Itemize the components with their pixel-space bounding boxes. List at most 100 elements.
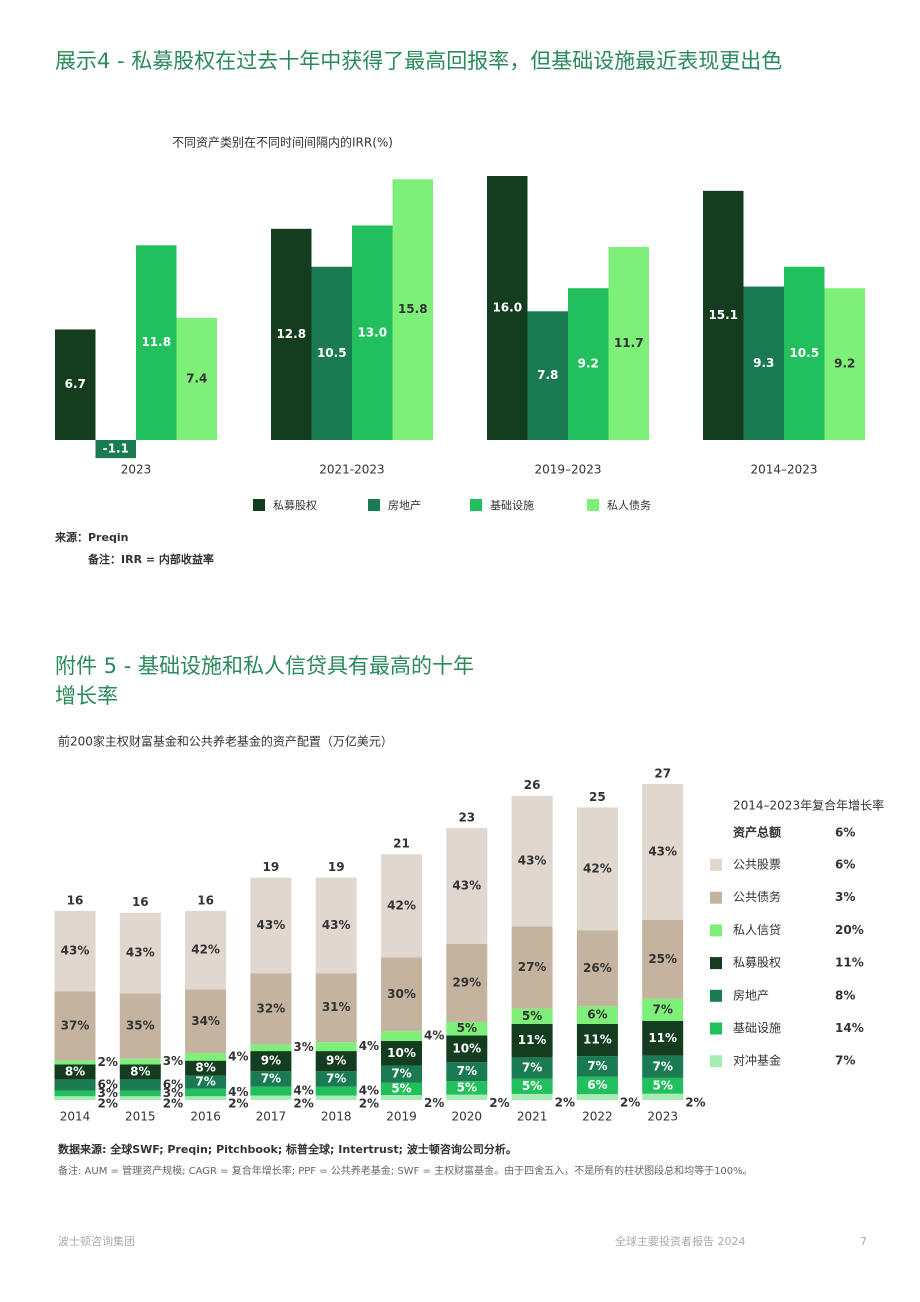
- bar: [487, 176, 528, 440]
- value-label: 29%: [452, 975, 481, 989]
- value-label: 7%: [261, 1071, 281, 1085]
- x-tick-label: 2016: [190, 1110, 221, 1124]
- cagr-value: 7%: [835, 1054, 855, 1068]
- value-label: 4%: [424, 1029, 444, 1043]
- x-tick-label: 2023: [121, 463, 152, 477]
- bar-segment: [250, 1071, 292, 1087]
- bar: [743, 286, 784, 440]
- value-label: 43%: [257, 918, 286, 932]
- total-label: 21: [393, 837, 410, 851]
- legend-swatch: [710, 1022, 722, 1035]
- cagr-value: 20%: [835, 923, 864, 937]
- value-label: 2%: [98, 1097, 118, 1111]
- total-label: 25: [589, 790, 606, 804]
- bar-segment: [185, 910, 227, 990]
- value-label: 5%: [457, 1080, 477, 1094]
- cagr-title: 2014–2023年复合年增长率: [733, 798, 884, 813]
- value-label: 11.7: [614, 336, 644, 350]
- value-label: 11%: [648, 1031, 677, 1045]
- bar-segment: [642, 1021, 684, 1056]
- bar: [824, 288, 865, 440]
- value-label: 43%: [518, 854, 547, 868]
- x-tick-label: 2021: [517, 1110, 548, 1124]
- value-label: 9%: [261, 1054, 281, 1068]
- value-label: 7.8: [537, 368, 558, 382]
- bar-segment: [511, 1057, 553, 1079]
- value-label: 5%: [457, 1021, 477, 1035]
- bar-segment: [54, 910, 96, 992]
- legend-label: 对冲基金: [733, 1053, 781, 1068]
- value-label: 43%: [61, 944, 90, 958]
- bar: [271, 228, 312, 440]
- value-label: 4%: [359, 1084, 379, 1098]
- value-label: 6%: [98, 1078, 118, 1092]
- legend-swatch: [710, 859, 722, 871]
- value-label: 9.2: [834, 357, 855, 371]
- legend-swatch: [710, 924, 722, 937]
- value-label: 7.4: [186, 371, 207, 385]
- value-label: 2%: [489, 1096, 509, 1110]
- cagr-value: 3%: [835, 890, 855, 904]
- value-label: 6.7: [65, 377, 86, 391]
- bar-segment: [576, 1006, 618, 1024]
- value-label: 30%: [387, 987, 416, 1001]
- value-label: 2%: [293, 1096, 313, 1110]
- value-label: 5%: [391, 1081, 411, 1095]
- bar: [136, 245, 177, 440]
- bar-segment: [576, 1023, 618, 1057]
- bar-segment: [446, 1062, 488, 1082]
- value-label: 5%: [653, 1078, 673, 1092]
- value-label: 10.5: [789, 346, 819, 360]
- value-label: 43%: [648, 844, 677, 858]
- value-label: 27%: [518, 960, 547, 974]
- x-tick-label: 2023: [647, 1110, 678, 1124]
- bar-segment: [576, 1056, 618, 1077]
- bar: [176, 317, 217, 440]
- bar-segment: [250, 973, 292, 1045]
- value-label: 8%: [65, 1064, 85, 1078]
- value-label: 12.8: [276, 327, 306, 341]
- value-label: 7%: [326, 1071, 346, 1085]
- bar-segment: [119, 912, 161, 994]
- value-label: 4%: [359, 1039, 379, 1053]
- value-label: 11%: [518, 1033, 547, 1047]
- value-label: 2%: [685, 1095, 705, 1109]
- bar-segment: [381, 1095, 422, 1100]
- value-label: 3%: [293, 1040, 313, 1054]
- x-tick-label: 2015: [125, 1110, 156, 1124]
- value-label: 31%: [322, 1000, 351, 1014]
- bar-segment: [511, 1023, 553, 1058]
- bar: [784, 266, 825, 440]
- value-label: 10.5: [317, 346, 347, 360]
- bar-segment: [54, 1060, 96, 1065]
- bar-segment: [315, 1051, 357, 1072]
- value-label: 32%: [257, 1001, 286, 1015]
- bar-segment: [250, 1051, 292, 1072]
- bar-segment: [119, 1096, 161, 1100]
- bar-segment: [511, 1078, 553, 1094]
- bar-segment: [54, 991, 96, 1061]
- bar-segment: [642, 919, 684, 999]
- bar: [55, 329, 96, 440]
- value-label: 26%: [583, 961, 612, 975]
- bar-segment: [315, 1095, 357, 1100]
- value-label: 2%: [163, 1097, 183, 1111]
- value-label: 4%: [293, 1084, 313, 1098]
- value-label: 9%: [326, 1054, 346, 1068]
- value-label: 42%: [387, 898, 416, 912]
- value-label: 3%: [98, 1086, 118, 1100]
- bar-segment: [185, 989, 227, 1054]
- value-label: 3%: [163, 1054, 183, 1068]
- note: 备注：IRR = 内部收益率: [87, 552, 214, 566]
- value-label: 37%: [61, 1019, 90, 1033]
- bar-segment: [185, 1060, 227, 1076]
- value-label: 3%: [163, 1086, 183, 1100]
- value-label: 2%: [620, 1096, 640, 1110]
- bar: [703, 190, 744, 440]
- value-label: 7%: [653, 1059, 673, 1073]
- value-label: 11.8: [141, 335, 171, 349]
- bar-segment: [250, 1086, 292, 1096]
- bar: [568, 288, 609, 440]
- bar-segment: [250, 877, 292, 974]
- value-label: 7%: [391, 1067, 411, 1081]
